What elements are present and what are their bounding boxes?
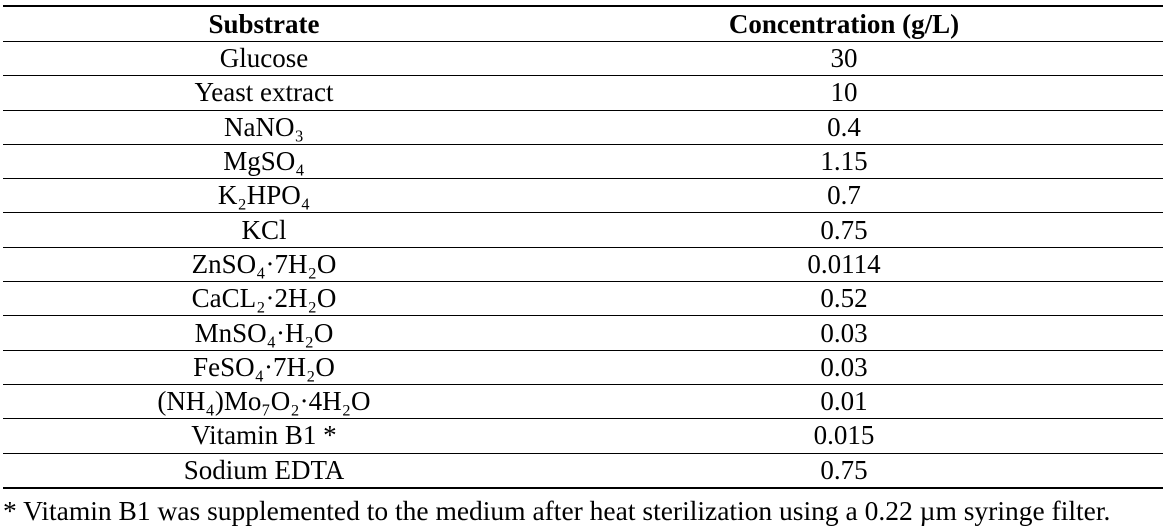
concentration-cell: 0.01 — [820, 386, 868, 417]
table-row: K₂HPO₄ 0.7 — [3, 179, 1163, 214]
concentration-cell: 0.4 — [827, 111, 861, 142]
table-footnote: * Vitamin B1 was supplemented to the med… — [3, 495, 1111, 526]
table-row: NaNO₃ 0.4 — [3, 111, 1163, 145]
table-row: Vitamin B1 * 0.015 — [3, 419, 1163, 454]
header-concentration: Concentration (g/L) — [728, 8, 960, 39]
concentration-cell: 0.75 — [820, 454, 868, 485]
substrate-cell: (NH₄)Mo₇O₂·4H₂O — [157, 386, 371, 417]
concentration-cell: 10 — [830, 77, 858, 108]
table-row: Sodium EDTA 0.75 — [3, 454, 1163, 489]
substrate-table: Substrate Concentration (g/L) Glucose 30… — [3, 5, 1163, 489]
concentration-cell: 0.52 — [820, 283, 868, 314]
concentration-cell: 0.015 — [813, 420, 875, 451]
table-row: CaCL₂·2H₂O 0.52 — [3, 282, 1163, 317]
concentration-cell: 0.7 — [827, 180, 861, 211]
substrate-cell: MgSO₄ — [223, 146, 305, 177]
table-row: ZnSO₄·7H₂O 0.0114 — [3, 248, 1163, 283]
concentration-cell: 0.0114 — [807, 248, 881, 279]
substrate-cell: Vitamin B1 * — [191, 420, 337, 451]
table-row: MgSO₄ 1.15 — [3, 145, 1163, 180]
substrate-cell: FeSO₄·7H₂O — [193, 351, 335, 382]
substrate-cell: NaNO₃ — [224, 111, 304, 142]
table-row: MnSO₄·H₂O 0.03 — [3, 316, 1163, 351]
substrate-cell: CaCL₂·2H₂O — [191, 283, 337, 314]
concentration-cell: 0.75 — [820, 214, 868, 245]
table-row: KCl 0.75 — [3, 213, 1163, 248]
substrate-cell: MnSO₄·H₂O — [194, 317, 334, 348]
substrate-cell: Yeast extract — [194, 77, 334, 108]
table-row: Glucose 30 — [3, 42, 1163, 77]
table-header-row: Substrate Concentration (g/L) — [3, 7, 1163, 42]
concentration-cell: 0.03 — [820, 351, 868, 382]
substrate-cell: Sodium EDTA — [183, 454, 345, 485]
concentration-cell: 30 — [830, 43, 858, 74]
table-row: FeSO₄·7H₂O 0.03 — [3, 351, 1163, 385]
substrate-cell: Glucose — [219, 43, 309, 74]
concentration-cell: 0.03 — [820, 317, 868, 348]
concentration-cell: 1.15 — [820, 146, 868, 177]
substrate-cell: K₂HPO₄ — [217, 180, 311, 211]
header-substrate: Substrate — [208, 8, 320, 39]
substrate-cell: ZnSO₄·7H₂O — [191, 248, 337, 279]
substrate-cell: KCl — [241, 214, 287, 245]
table-row: (NH₄)Mo₇O₂·4H₂O 0.01 — [3, 385, 1163, 420]
table-row: Yeast extract 10 — [3, 76, 1163, 111]
